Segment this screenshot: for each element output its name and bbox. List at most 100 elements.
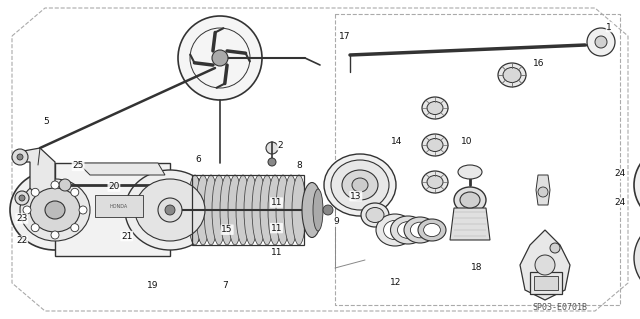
Text: 12: 12 [390, 278, 401, 287]
Text: HONDA: HONDA [110, 204, 128, 210]
Circle shape [23, 206, 31, 214]
Ellipse shape [244, 175, 258, 245]
Bar [95, 195, 143, 217]
Ellipse shape [418, 219, 446, 241]
Text: 23: 23 [16, 214, 28, 223]
Text: 25: 25 [72, 161, 84, 170]
Ellipse shape [458, 165, 482, 179]
Ellipse shape [220, 175, 234, 245]
Text: 1: 1 [607, 23, 612, 32]
Text: 21: 21 [121, 232, 132, 241]
Polygon shape [536, 175, 550, 205]
Circle shape [31, 188, 39, 196]
Ellipse shape [422, 171, 448, 193]
Ellipse shape [503, 68, 521, 83]
Text: 10: 10 [461, 137, 473, 146]
Circle shape [595, 36, 607, 48]
Ellipse shape [390, 216, 426, 244]
Ellipse shape [427, 138, 443, 152]
Text: 6: 6 [196, 155, 201, 164]
Text: 17: 17 [339, 32, 350, 41]
Circle shape [165, 205, 175, 215]
Bar [55, 163, 170, 256]
Circle shape [212, 50, 228, 66]
Text: 11: 11 [271, 224, 282, 233]
Polygon shape [520, 230, 570, 300]
Ellipse shape [361, 203, 389, 227]
Circle shape [71, 224, 79, 232]
Polygon shape [450, 208, 490, 240]
Circle shape [17, 154, 23, 160]
Ellipse shape [410, 222, 429, 238]
Text: 2: 2 [278, 141, 283, 150]
Ellipse shape [188, 175, 202, 245]
Text: 11: 11 [271, 198, 282, 207]
Ellipse shape [302, 182, 322, 238]
Ellipse shape [196, 175, 210, 245]
Circle shape [15, 191, 29, 205]
Circle shape [79, 206, 87, 214]
Ellipse shape [10, 170, 100, 250]
Ellipse shape [424, 223, 440, 237]
Ellipse shape [45, 201, 65, 219]
Ellipse shape [454, 187, 486, 213]
Ellipse shape [397, 222, 419, 238]
Ellipse shape [276, 175, 290, 245]
Ellipse shape [313, 189, 323, 231]
Ellipse shape [366, 207, 384, 222]
Circle shape [12, 149, 28, 165]
Ellipse shape [634, 143, 640, 227]
Circle shape [538, 187, 548, 197]
Ellipse shape [125, 170, 215, 250]
Circle shape [19, 195, 25, 201]
Circle shape [51, 181, 59, 189]
Ellipse shape [260, 175, 274, 245]
Ellipse shape [228, 175, 242, 245]
Text: 5: 5 [44, 117, 49, 126]
Ellipse shape [212, 175, 226, 245]
Ellipse shape [284, 175, 298, 245]
Text: 14: 14 [391, 137, 403, 146]
Ellipse shape [422, 97, 448, 119]
Text: SP03-E0701B: SP03-E0701B [532, 303, 588, 313]
Ellipse shape [292, 175, 306, 245]
Ellipse shape [498, 63, 526, 87]
Ellipse shape [342, 170, 378, 200]
Text: 20: 20 [108, 182, 120, 191]
Ellipse shape [404, 217, 436, 243]
Text: 16: 16 [533, 59, 545, 68]
Text: 15: 15 [221, 225, 233, 234]
Text: 24: 24 [614, 198, 625, 207]
Polygon shape [78, 163, 165, 175]
Text: 13: 13 [350, 192, 362, 201]
Circle shape [178, 16, 262, 100]
Ellipse shape [135, 179, 205, 241]
Circle shape [59, 179, 71, 191]
Ellipse shape [634, 216, 640, 300]
Text: 24: 24 [614, 169, 625, 178]
Circle shape [550, 243, 560, 253]
Bar [530, 272, 562, 294]
Text: 8: 8 [297, 161, 302, 170]
Circle shape [51, 231, 59, 239]
Circle shape [31, 224, 39, 232]
Circle shape [535, 255, 555, 275]
Circle shape [158, 198, 182, 222]
Text: 19: 19 [147, 281, 158, 290]
Ellipse shape [331, 160, 389, 210]
Ellipse shape [427, 175, 443, 189]
Ellipse shape [427, 101, 443, 115]
Bar [192, 175, 304, 245]
Bar [534, 276, 558, 290]
Text: 18: 18 [471, 263, 483, 272]
Circle shape [266, 142, 278, 154]
Polygon shape [18, 148, 55, 200]
Circle shape [71, 188, 79, 196]
Ellipse shape [352, 178, 368, 192]
Ellipse shape [324, 154, 396, 216]
Ellipse shape [20, 179, 90, 241]
Ellipse shape [422, 134, 448, 156]
Text: 11: 11 [271, 248, 282, 256]
Circle shape [323, 205, 333, 215]
Text: 22: 22 [16, 236, 28, 245]
